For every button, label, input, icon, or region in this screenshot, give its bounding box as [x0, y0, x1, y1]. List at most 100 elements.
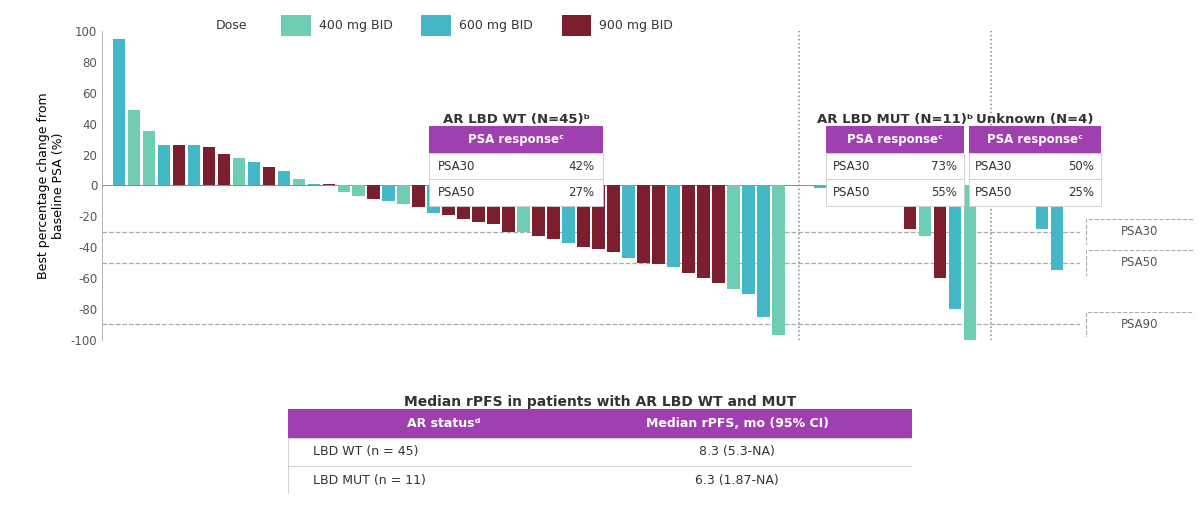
- Bar: [773, 185, 785, 335]
- Text: PSA responseᶜ: PSA responseᶜ: [986, 133, 1082, 146]
- Bar: [413, 185, 425, 207]
- Bar: [637, 185, 649, 263]
- Text: 42%: 42%: [569, 160, 594, 173]
- Bar: [421, 15, 451, 36]
- Bar: [473, 185, 485, 222]
- Bar: [547, 185, 559, 239]
- Text: PSA30: PSA30: [976, 160, 1013, 173]
- Text: LBD MUT (n = 11): LBD MUT (n = 11): [313, 474, 426, 487]
- Text: 25%: 25%: [1068, 186, 1094, 199]
- Bar: [607, 185, 619, 252]
- Text: 27%: 27%: [569, 186, 594, 199]
- Bar: [757, 185, 769, 317]
- Text: AR LBD MUT (N=11)ᵇ: AR LBD MUT (N=11)ᵇ: [817, 113, 973, 126]
- Text: PSA50: PSA50: [438, 186, 475, 199]
- Bar: [233, 158, 245, 185]
- Bar: [1021, 185, 1033, 198]
- Bar: [127, 110, 140, 185]
- Text: Unknown (N=4): Unknown (N=4): [976, 113, 1093, 126]
- Bar: [281, 15, 311, 36]
- Text: 900 mg BID: 900 mg BID: [600, 19, 673, 32]
- Bar: [247, 162, 260, 185]
- Bar: [968, 153, 1100, 179]
- Bar: [288, 409, 912, 438]
- Bar: [964, 185, 977, 340]
- Bar: [288, 466, 912, 494]
- Text: AR LBD WT (N=45)ᵇ: AR LBD WT (N=45)ᵇ: [443, 113, 589, 126]
- Bar: [217, 154, 230, 185]
- Text: PSA30: PSA30: [833, 160, 870, 173]
- Text: Dose: Dose: [216, 19, 247, 32]
- Bar: [827, 179, 965, 206]
- Text: PSA50: PSA50: [1121, 256, 1159, 269]
- Text: Median rPFS in patients with AR LBD WT and MUT: Median rPFS in patients with AR LBD WT a…: [404, 394, 796, 409]
- Bar: [827, 153, 965, 179]
- Bar: [457, 185, 469, 219]
- Bar: [949, 185, 961, 309]
- Bar: [113, 39, 125, 185]
- Bar: [727, 185, 739, 289]
- Bar: [263, 167, 275, 185]
- Bar: [889, 185, 901, 204]
- Text: 400 mg BID: 400 mg BID: [319, 19, 392, 32]
- Bar: [593, 185, 605, 249]
- Bar: [353, 185, 365, 196]
- Bar: [968, 126, 1100, 153]
- Bar: [919, 185, 931, 236]
- Bar: [667, 185, 679, 267]
- Bar: [844, 185, 857, 195]
- Bar: [683, 185, 695, 273]
- Text: PSA responseᶜ: PSA responseᶜ: [847, 133, 943, 146]
- Bar: [503, 185, 515, 232]
- Bar: [623, 185, 635, 258]
- Bar: [697, 185, 709, 278]
- Text: 50%: 50%: [1068, 160, 1094, 173]
- Bar: [1051, 185, 1063, 270]
- Bar: [277, 171, 290, 185]
- Text: PSA responseᶜ: PSA responseᶜ: [468, 133, 564, 146]
- Bar: [533, 185, 545, 236]
- Bar: [293, 179, 305, 185]
- Bar: [430, 179, 604, 206]
- Bar: [487, 185, 499, 224]
- Text: PSA90: PSA90: [1121, 318, 1159, 331]
- Text: LBD WT (n = 45): LBD WT (n = 45): [313, 445, 419, 458]
- Text: 6.3 (1.87-NA): 6.3 (1.87-NA): [696, 474, 779, 487]
- Bar: [427, 185, 439, 213]
- Bar: [859, 185, 871, 199]
- Bar: [874, 185, 887, 201]
- Text: AR statusᵈ: AR statusᵈ: [407, 417, 481, 430]
- Bar: [367, 185, 379, 199]
- Bar: [143, 131, 155, 185]
- Bar: [1006, 185, 1019, 193]
- Bar: [563, 185, 575, 243]
- Bar: [653, 185, 665, 264]
- Text: 600 mg BID: 600 mg BID: [458, 19, 533, 32]
- Text: PSA50: PSA50: [976, 186, 1013, 199]
- Bar: [827, 126, 965, 153]
- Text: 73%: 73%: [931, 160, 958, 173]
- Bar: [517, 185, 529, 232]
- Text: PSA30: PSA30: [1121, 225, 1159, 238]
- Bar: [337, 185, 349, 192]
- Bar: [383, 185, 395, 201]
- Bar: [1036, 185, 1049, 229]
- Bar: [934, 185, 947, 278]
- Bar: [157, 145, 170, 185]
- Text: PSA50: PSA50: [833, 186, 870, 199]
- Bar: [307, 184, 320, 185]
- Bar: [713, 185, 725, 283]
- Bar: [443, 185, 455, 215]
- Bar: [430, 126, 604, 153]
- Bar: [173, 145, 185, 185]
- Bar: [187, 145, 200, 185]
- Bar: [430, 153, 604, 179]
- Text: 8.3 (5.3-NA): 8.3 (5.3-NA): [700, 445, 775, 458]
- Text: 55%: 55%: [931, 186, 958, 199]
- Bar: [203, 147, 215, 185]
- Bar: [815, 185, 827, 188]
- Bar: [397, 185, 409, 204]
- Bar: [323, 184, 335, 185]
- Bar: [904, 185, 917, 229]
- Bar: [288, 438, 912, 466]
